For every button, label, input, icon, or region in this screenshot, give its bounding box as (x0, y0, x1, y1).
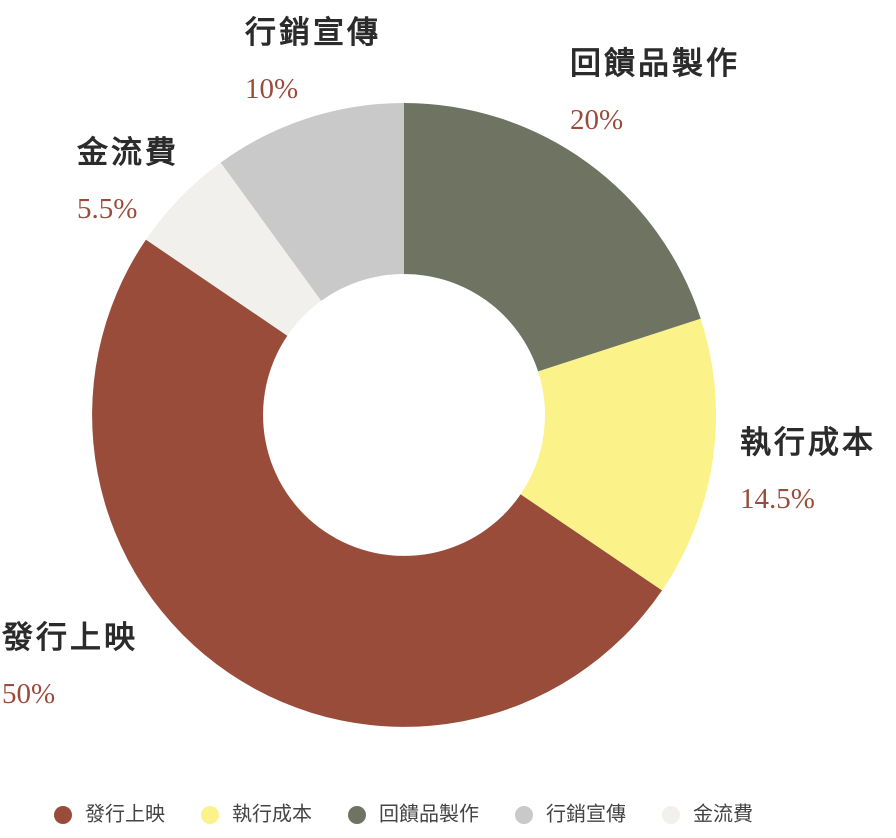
slice-value-label: 20% (570, 104, 623, 136)
legend-marker (515, 806, 533, 824)
legend-label: 金流費 (693, 802, 753, 826)
slice-label: 金流費 (76, 135, 179, 171)
legend-label: 行銷宣傳 (546, 802, 626, 826)
donut-slice (92, 239, 663, 727)
legend-label: 執行成本 (232, 802, 312, 826)
legend-marker (662, 806, 680, 824)
legend-marker (54, 806, 72, 824)
slice-value-label: 10% (245, 73, 298, 105)
legend-marker (348, 806, 366, 824)
slice-label: 行銷宣傳 (244, 15, 381, 51)
legend-marker (201, 806, 219, 824)
donut-slice (404, 103, 701, 372)
donut-slice (220, 103, 404, 301)
slice-label: 執行成本 (740, 425, 876, 461)
slice-label: 發行上映 (1, 620, 138, 656)
slice-label: 回饋品製作 (570, 46, 740, 82)
donut-slice (520, 318, 716, 591)
legend-label: 回饋品製作 (379, 802, 479, 826)
legend-label: 發行上映 (85, 802, 165, 826)
slice-value-label: 50% (2, 678, 55, 710)
slice-value-label: 5.5% (77, 193, 137, 225)
slice-value-label: 14.5% (740, 483, 815, 515)
donut-slice (145, 162, 322, 336)
